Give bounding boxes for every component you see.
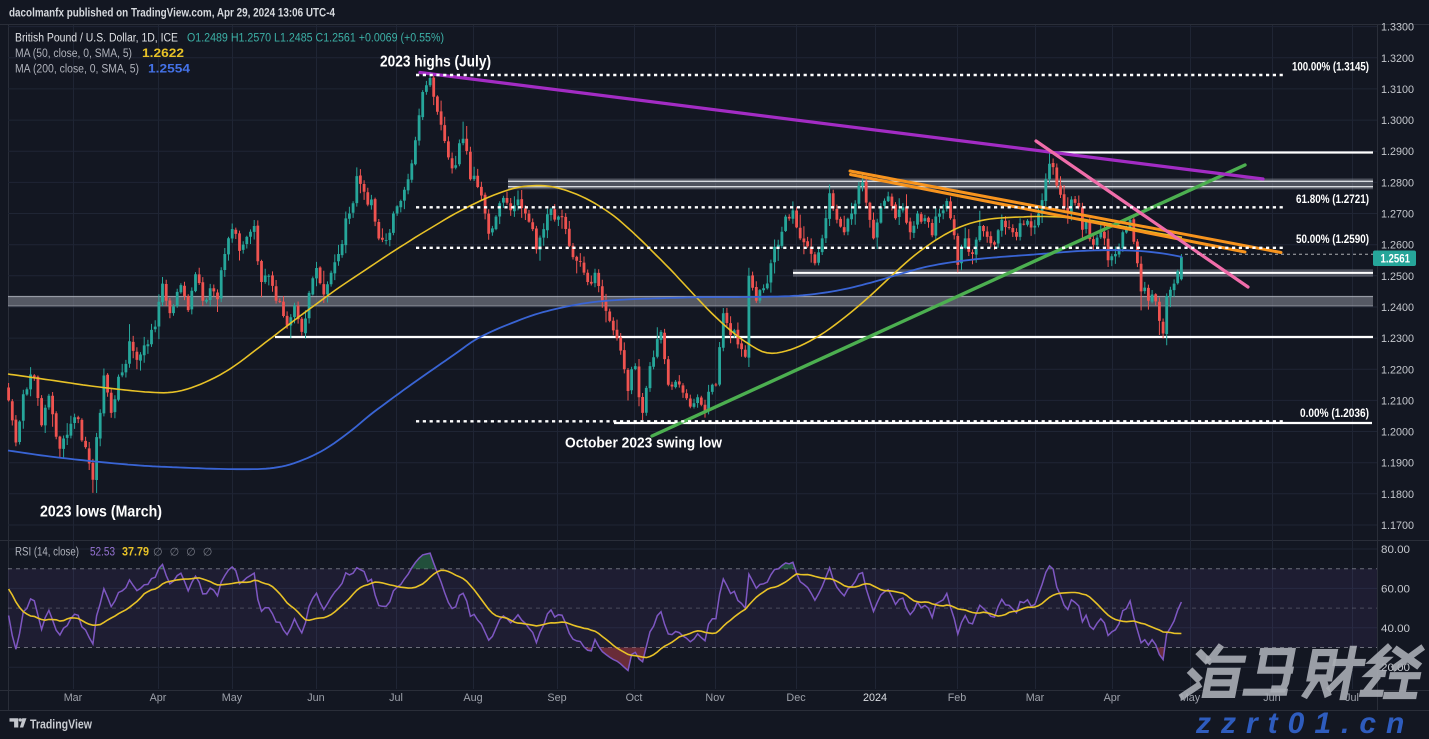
svg-text:Jul: Jul <box>1345 692 1359 704</box>
svg-text:October 2023 swing low: October 2023 swing low <box>565 436 723 452</box>
svg-text:RSI (14, close): RSI (14, close) <box>15 547 79 559</box>
svg-text:1.2554: 1.2554 <box>148 64 191 76</box>
svg-text:100.00% (1.3145): 100.00% (1.3145) <box>1292 60 1369 74</box>
svg-text:37.79: 37.79 <box>122 547 149 559</box>
svg-text:1.2300: 1.2300 <box>1381 333 1414 345</box>
svg-text:1.1700: 1.1700 <box>1381 520 1414 532</box>
svg-text:Feb: Feb <box>948 692 967 704</box>
svg-text:Nov: Nov <box>705 692 725 704</box>
svg-text:1.3100: 1.3100 <box>1381 84 1414 96</box>
svg-text:1.2600: 1.2600 <box>1381 240 1414 252</box>
svg-text:zzrt01.cn: zzrt01.cn <box>1195 707 1414 739</box>
svg-text:61.80% (1.2721): 61.80% (1.2721) <box>1296 192 1369 206</box>
svg-text:1.2400: 1.2400 <box>1381 302 1414 314</box>
svg-text:1.2561: 1.2561 <box>1381 251 1411 265</box>
svg-text:1.1800: 1.1800 <box>1381 489 1414 501</box>
svg-text:TradingView: TradingView <box>30 717 92 732</box>
svg-text:0.00% (1.2036): 0.00% (1.2036) <box>1300 406 1369 420</box>
svg-text:MA (200, close, 0, SMA, 5): MA (200, close, 0, SMA, 5) <box>15 64 139 76</box>
svg-text:Sep: Sep <box>547 692 566 704</box>
svg-text:2024: 2024 <box>863 692 887 704</box>
svg-text:O1.2489 H1.2570 L1.2485 C1.: O1.2489 H1.2570 L1.2485 C1.2561 +0.0069 … <box>187 33 444 45</box>
svg-text:2023 lows (March): 2023 lows (March) <box>40 504 162 521</box>
svg-text:1.2200: 1.2200 <box>1381 364 1414 376</box>
svg-text:80.00: 80.00 <box>1381 544 1410 556</box>
svg-text:1.2000: 1.2000 <box>1381 427 1414 439</box>
svg-text:Apr: Apr <box>150 692 167 704</box>
svg-text:52.53: 52.53 <box>90 547 115 559</box>
svg-text:1.2100: 1.2100 <box>1381 395 1414 407</box>
svg-text:dacolmanfx published on Tradin: dacolmanfx published on TradingView.com,… <box>9 6 335 20</box>
svg-text:Dec: Dec <box>786 692 806 704</box>
svg-text:1.2900: 1.2900 <box>1381 146 1414 158</box>
svg-text:Oct: Oct <box>626 692 643 704</box>
svg-text:40.00: 40.00 <box>1381 623 1410 635</box>
svg-text:MA (50, close, 0, SMA, 5): MA (50, close, 0, SMA, 5) <box>15 48 132 60</box>
svg-text:1.3000: 1.3000 <box>1381 115 1414 127</box>
svg-text:May: May <box>222 692 243 704</box>
svg-text:1.2622: 1.2622 <box>142 48 184 60</box>
svg-text:1.3200: 1.3200 <box>1381 53 1414 65</box>
svg-text:Apr: Apr <box>1104 692 1121 704</box>
svg-text:∅∅∅∅: ∅∅∅∅ <box>153 547 219 559</box>
svg-text:2023 highs (July): 2023 highs (July) <box>380 54 491 71</box>
svg-text:1.2500: 1.2500 <box>1381 271 1414 283</box>
svg-text:Mar: Mar <box>1026 692 1045 704</box>
svg-text:Aug: Aug <box>463 692 482 704</box>
svg-text:1.1900: 1.1900 <box>1381 458 1414 470</box>
svg-text:1.3300: 1.3300 <box>1381 22 1414 34</box>
svg-text:50.00% (1.2590): 50.00% (1.2590) <box>1296 232 1369 246</box>
svg-text:British Pound / U.S. Dollar, 1: British Pound / U.S. Dollar, 1D, ICE <box>15 33 178 45</box>
svg-text:Mar: Mar <box>64 692 83 704</box>
svg-text:Jun: Jun <box>307 692 324 704</box>
svg-text:60.00: 60.00 <box>1381 583 1410 595</box>
svg-text:Jul: Jul <box>389 692 403 704</box>
svg-text:1.2800: 1.2800 <box>1381 177 1414 189</box>
svg-text:1.2700: 1.2700 <box>1381 209 1414 221</box>
